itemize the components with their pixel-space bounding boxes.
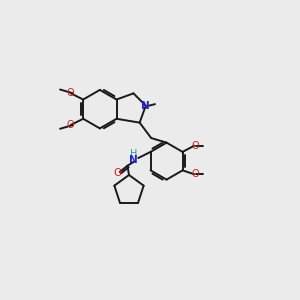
Text: O: O: [113, 168, 122, 178]
Text: O: O: [66, 120, 74, 130]
Text: O: O: [66, 88, 74, 98]
Text: H: H: [130, 149, 137, 159]
Text: N: N: [129, 154, 138, 165]
Text: N: N: [141, 101, 150, 111]
Text: O: O: [191, 141, 199, 151]
Text: O: O: [191, 169, 199, 179]
